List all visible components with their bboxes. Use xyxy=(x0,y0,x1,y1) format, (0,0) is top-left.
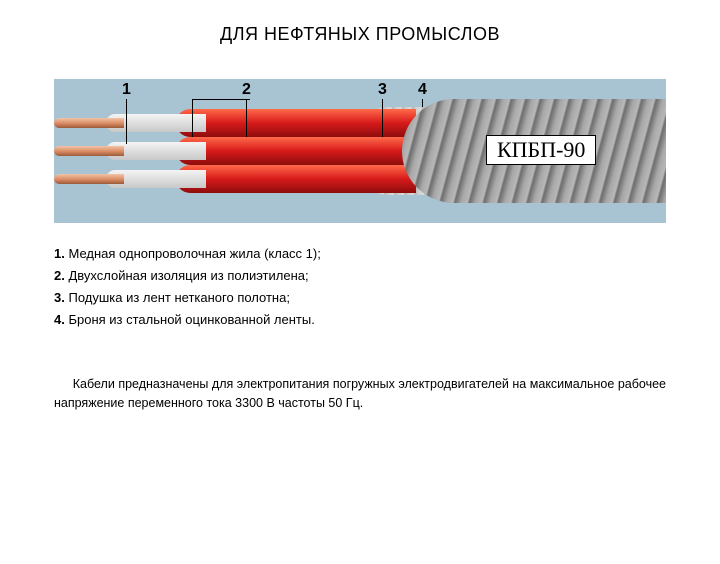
layer-red-insulation xyxy=(176,109,416,137)
legend-text: Подушка из лент нетканого полотна; xyxy=(68,290,290,305)
legend-row: 2. Двухслойная изоляция из полиэтилена; xyxy=(54,265,666,287)
legend: 1. Медная однопроволочная жила (класс 1)… xyxy=(54,243,666,331)
legend-num: 3. xyxy=(54,290,68,305)
cable-diagram: 1 2 3 4 КПБП-90 xyxy=(54,79,666,223)
callout-marker-1: 1 xyxy=(122,81,131,99)
model-label: КПБП-90 xyxy=(486,135,596,165)
callout-marker-2: 2 xyxy=(242,81,251,99)
callout-leader xyxy=(126,99,127,144)
description-text: Кабели предназначены для электропитания … xyxy=(54,375,666,413)
callout-leader xyxy=(246,99,247,137)
legend-num: 1. xyxy=(54,246,68,261)
callout-marker-4: 4 xyxy=(418,81,427,99)
legend-num: 2. xyxy=(54,268,68,283)
callout-leader xyxy=(192,99,193,137)
legend-row: 1. Медная однопроволочная жила (класс 1)… xyxy=(54,243,666,265)
legend-text: Медная однопроволочная жила (класс 1); xyxy=(68,246,320,261)
page-title: ДЛЯ НЕФТЯНЫХ ПРОМЫСЛОВ xyxy=(0,24,720,45)
legend-text: Броня из стальной оцинкованной ленты. xyxy=(68,312,314,327)
legend-text: Двухслойная изоляция из полиэтилена; xyxy=(68,268,308,283)
legend-num: 4. xyxy=(54,312,68,327)
layer-red-insulation xyxy=(176,165,416,193)
callout-leader xyxy=(192,99,250,100)
legend-row: 3. Подушка из лент нетканого полотна; xyxy=(54,287,666,309)
callout-leader xyxy=(382,99,383,137)
layer-copper-core xyxy=(54,146,124,156)
layer-red-insulation xyxy=(176,137,416,165)
layer-copper-core xyxy=(54,174,124,184)
legend-row: 4. Броня из стальной оцинкованной ленты. xyxy=(54,309,666,331)
callout-leader xyxy=(422,99,423,107)
callout-marker-3: 3 xyxy=(378,81,387,99)
layer-copper-core xyxy=(54,118,124,128)
